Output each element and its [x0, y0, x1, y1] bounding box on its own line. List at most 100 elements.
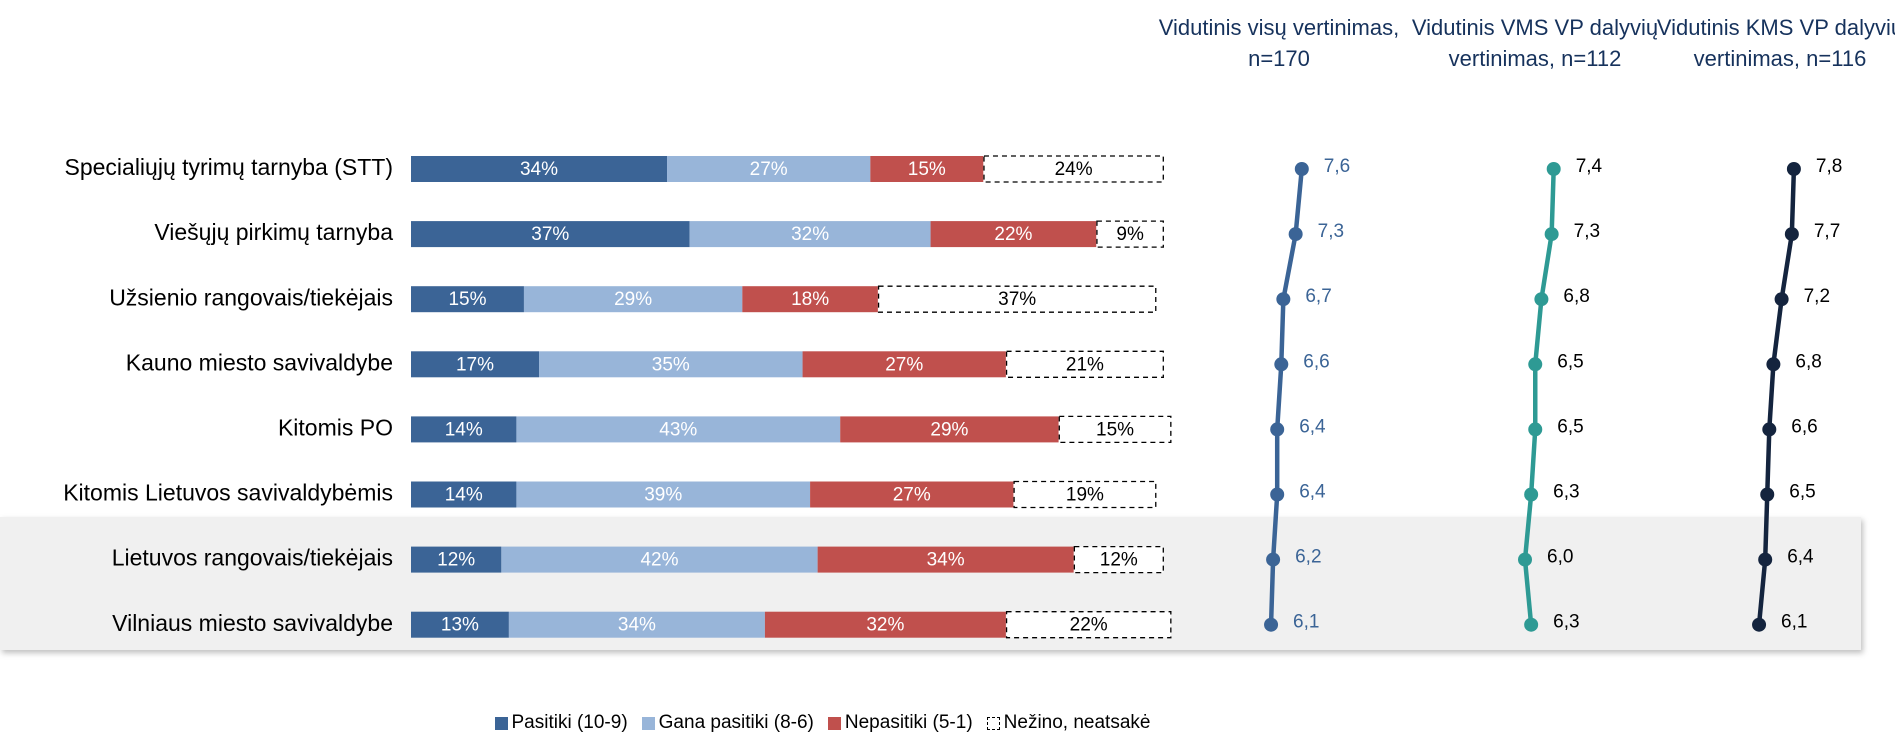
average-dot: [1266, 552, 1281, 567]
bar-segment: [840, 416, 1059, 443]
value-label: 35%: [652, 354, 690, 375]
average-line: [1268, 168, 1305, 625]
legend-swatch: [986, 716, 1000, 730]
average-dot: [1270, 422, 1285, 437]
bar-segment: [516, 481, 811, 508]
value-label: 32%: [866, 615, 904, 636]
value-label: 19%: [1066, 485, 1104, 506]
average-dot: [1774, 292, 1789, 307]
bar-segment: [1005, 611, 1172, 639]
value-label: 34%: [618, 615, 656, 636]
average-dot: [1760, 487, 1775, 502]
bar-segment: [877, 285, 1157, 313]
value-label: 6,4: [1299, 416, 1326, 437]
bar-segment: [411, 546, 502, 573]
legend-item: Gana pasitiki (8-6): [641, 712, 814, 734]
bar-segment: [1058, 415, 1172, 444]
value-label: 6,5: [1789, 482, 1815, 503]
category-label: Kitomis Lietuvos savivaldybėmis: [63, 480, 393, 506]
average-dot: [1518, 552, 1532, 567]
legend-swatch: [494, 716, 508, 730]
value-label: 27%: [893, 485, 931, 506]
value-label: 15%: [1096, 419, 1134, 440]
bar-segment: [411, 351, 540, 378]
value-label: 6,6: [1303, 351, 1329, 372]
value-label: 32%: [791, 224, 829, 245]
average-dot: [1766, 357, 1781, 372]
value-label: 7,2: [1804, 286, 1830, 307]
value-label: 6,0: [1547, 547, 1573, 568]
value-label: 6,3: [1553, 612, 1579, 633]
value-label: 13%: [441, 615, 479, 636]
bar-segment: [501, 546, 818, 573]
average-dot: [1264, 617, 1279, 632]
value-label: 22%: [994, 224, 1032, 245]
bar-segment: [523, 286, 743, 313]
value-label: 29%: [930, 419, 968, 440]
bar-segment: [1073, 545, 1164, 574]
bar-segment: [870, 156, 984, 182]
chart: Specialiųjų tyrimų tarnyba (STT) 34% 27% 15…: [0, 154, 1861, 650]
category-label: Lietuvos rangovais/tiekėjais: [112, 545, 393, 571]
value-label: 7,6: [1324, 156, 1350, 177]
value-label: 9%: [1116, 224, 1144, 245]
value-label: 39%: [644, 485, 682, 506]
average-dot: [1528, 357, 1543, 372]
average-dot: [1786, 162, 1801, 176]
average-dot: [1288, 227, 1303, 242]
bar-segment: [667, 156, 871, 182]
legend-label: Gana pasitiki (8-6): [658, 712, 814, 733]
average-line: [1522, 168, 1556, 625]
average-dot: [1274, 357, 1289, 372]
average-dot: [1544, 227, 1559, 242]
value-label: 14%: [445, 419, 483, 440]
value-label: 6,5: [1557, 416, 1583, 437]
value-label: 6,5: [1557, 351, 1583, 372]
value-label: 18%: [791, 289, 829, 310]
legend-label: Nepasitiki (5-1): [844, 712, 973, 733]
value-label: 14%: [445, 485, 483, 506]
value-label: 24%: [1055, 159, 1093, 180]
value-label: 6,4: [1787, 547, 1814, 568]
value-label: 17%: [456, 354, 494, 375]
value-label: 37%: [531, 224, 569, 245]
bar-segment: [411, 286, 524, 313]
value-label: 7,7: [1814, 221, 1840, 242]
average-dot: [1758, 552, 1773, 567]
value-label: 12%: [437, 550, 475, 571]
value-label: 27%: [750, 159, 788, 180]
average-dot: [1276, 292, 1291, 307]
category-label: Užsienio rangovais/tiekėjais: [109, 284, 393, 310]
bar-segment: [802, 351, 1006, 378]
bar-segment: [516, 416, 841, 443]
value-label: 34%: [520, 159, 558, 180]
bar-segment: [411, 611, 509, 638]
value-label: 42%: [640, 550, 678, 571]
bar-segment: [689, 221, 931, 248]
bar-segment: [1005, 350, 1164, 378]
column-title: Vidutinis visų vertinimas, n=170: [1158, 15, 1400, 71]
category-label: Viešųjų pirkimų tarnyba: [154, 219, 393, 245]
legend-swatch: [641, 716, 655, 730]
bar-segment: [983, 155, 1164, 183]
column-title: Vidutinis VMS VP dalyvių vertinimas, n=1…: [1411, 15, 1659, 71]
value-label: 12%: [1100, 550, 1138, 571]
value-label: 27%: [885, 354, 923, 375]
bar-segment: [508, 611, 765, 638]
value-label: 6,8: [1795, 351, 1821, 372]
legend-item: Pasitiki (10-9): [494, 712, 628, 734]
value-label: 15%: [448, 289, 486, 310]
bar-segment: [411, 156, 668, 182]
average-dot: [1294, 162, 1309, 176]
legend-label: Pasitiki (10-9): [511, 712, 628, 733]
value-label: 6,4: [1299, 482, 1326, 503]
value-label: 6,7: [1305, 286, 1331, 307]
value-label: 34%: [927, 550, 965, 571]
average-dot: [1784, 227, 1799, 242]
value-label: 6,3: [1553, 482, 1579, 503]
legend-swatch: [827, 716, 841, 730]
category-label: Kauno miesto savivaldybe: [126, 349, 393, 375]
bar-segment: [742, 286, 878, 313]
column-title: Vidutinis KMS VP dalyvių vertinimas, n=1…: [1656, 15, 1895, 71]
